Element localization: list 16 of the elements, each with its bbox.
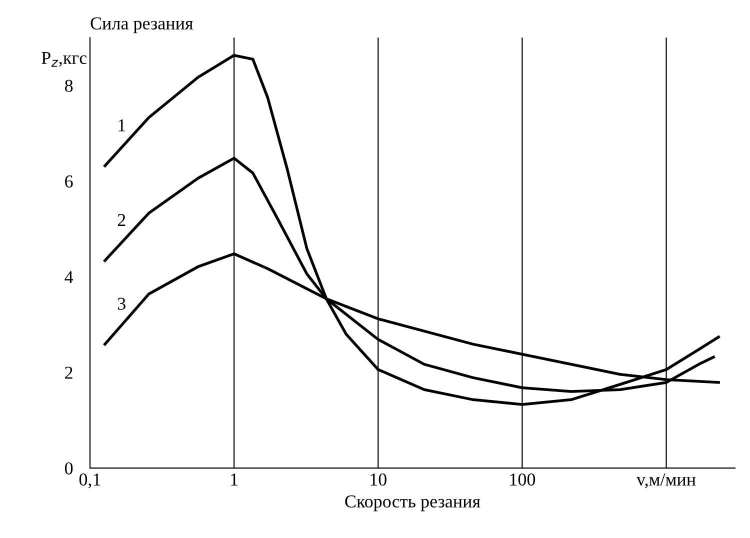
series-label: 2	[118, 214, 126, 226]
series-label: 1	[118, 119, 126, 132]
x-tick-label: 0,1	[79, 473, 100, 488]
x-tick-label: 10	[370, 473, 386, 486]
x-tick-label: 100	[510, 473, 536, 486]
y-tick-label: 4	[64, 271, 74, 284]
y-tick-label: 0	[64, 462, 73, 474]
x-tick-label: 1	[231, 474, 238, 486]
y-axis-title: P$_{z}$,кгс	[42, 52, 87, 67]
series-label: 3	[118, 298, 126, 310]
y-tick-label: 6	[65, 175, 73, 188]
chart-title: Сила резания	[90, 17, 193, 34]
y-tick-label: 8	[64, 80, 73, 92]
x-tick-label: v,м/мин	[636, 474, 696, 488]
y-tick-label: 2	[65, 366, 72, 379]
x-axis-title: Скорость резания	[345, 495, 480, 512]
